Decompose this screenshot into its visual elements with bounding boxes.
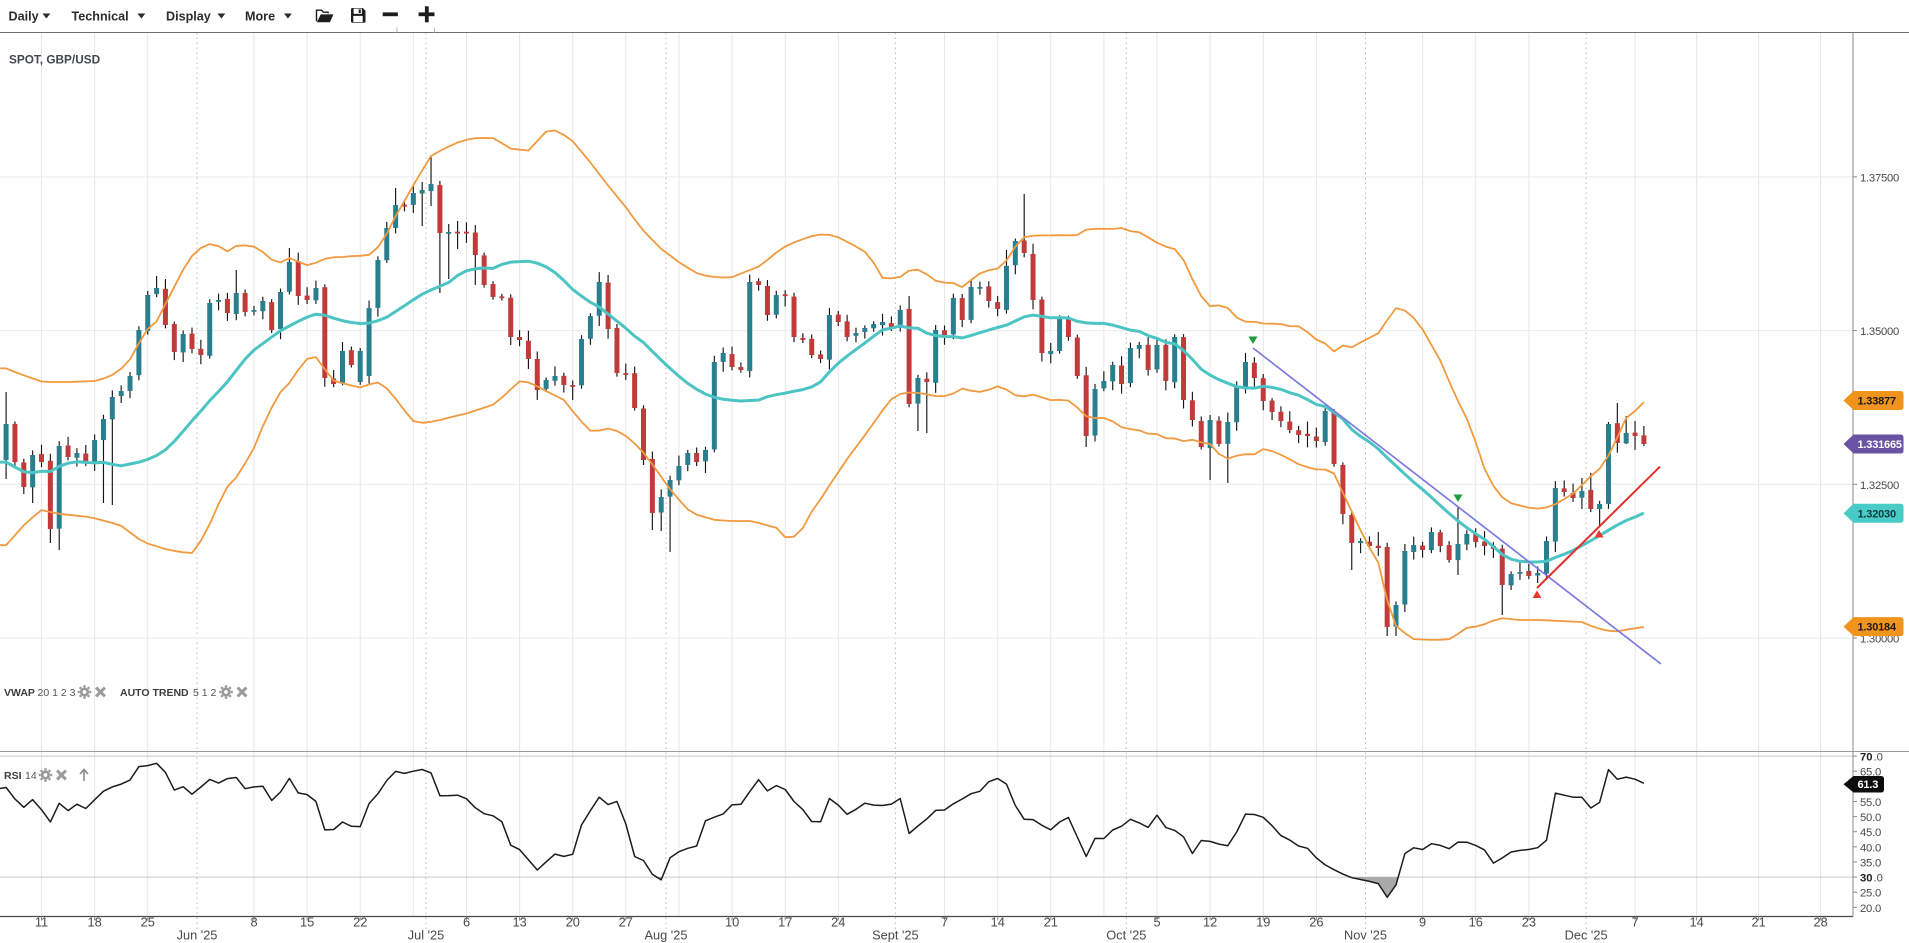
svg-text:Jul '25: Jul '25	[408, 928, 445, 943]
svg-text:Jun '25: Jun '25	[177, 928, 218, 943]
svg-text:40.0: 40.0	[1860, 842, 1881, 854]
svg-text:1.30000: 1.30000	[1860, 634, 1899, 646]
svg-text:12: 12	[1203, 915, 1217, 930]
svg-text:24: 24	[831, 915, 845, 930]
svg-text:14: 14	[25, 770, 37, 782]
svg-text:25: 25	[141, 915, 155, 930]
svg-text:22: 22	[353, 915, 367, 930]
svg-text:14: 14	[991, 915, 1005, 930]
svg-text:Technical: Technical	[72, 10, 129, 24]
svg-text:16: 16	[1469, 915, 1483, 930]
svg-text:21: 21	[1751, 915, 1765, 930]
svg-text:45.0: 45.0	[1860, 827, 1881, 839]
svg-text:1.30184: 1.30184	[1858, 622, 1897, 634]
svg-text:18: 18	[87, 915, 101, 930]
svg-text:1.331665: 1.331665	[1858, 439, 1902, 451]
svg-text:VWAP: VWAP	[4, 687, 35, 699]
svg-text:Display: Display	[166, 10, 211, 24]
svg-text:1.37500: 1.37500	[1860, 172, 1899, 184]
svg-text:6: 6	[463, 915, 470, 930]
svg-text:21: 21	[1044, 915, 1058, 930]
svg-text:20.0: 20.0	[1860, 903, 1881, 915]
svg-text:15: 15	[300, 915, 314, 930]
svg-text:30: 30	[1860, 873, 1873, 885]
svg-text:RSI: RSI	[4, 770, 22, 782]
svg-text:5 1 2: 5 1 2	[193, 687, 217, 699]
svg-text:27: 27	[619, 915, 633, 930]
svg-text:1.35000: 1.35000	[1860, 326, 1899, 338]
svg-text:50.0: 50.0	[1860, 812, 1881, 824]
svg-text:55.0: 55.0	[1860, 797, 1881, 809]
svg-text:1.32500: 1.32500	[1860, 480, 1899, 492]
svg-text:Aug '25: Aug '25	[644, 928, 687, 943]
svg-text:13: 13	[512, 915, 526, 930]
svg-text:Oct '25: Oct '25	[1106, 928, 1146, 943]
svg-text:Daily: Daily	[9, 10, 39, 24]
svg-text:65.0: 65.0	[1860, 767, 1881, 779]
svg-text:Sept '25: Sept '25	[872, 928, 919, 943]
svg-text:17: 17	[778, 915, 792, 930]
svg-text:Nov '25: Nov '25	[1344, 928, 1387, 943]
svg-text:14: 14	[1689, 915, 1703, 930]
svg-text:10: 10	[725, 915, 739, 930]
svg-text:1.33877: 1.33877	[1858, 396, 1896, 408]
svg-text:AUTO TREND: AUTO TREND	[120, 687, 189, 699]
svg-text:28: 28	[1813, 915, 1827, 930]
svg-text:11: 11	[35, 915, 48, 930]
svg-text:70: 70	[1860, 752, 1873, 764]
svg-text:9: 9	[1419, 915, 1426, 930]
svg-text:More: More	[245, 10, 275, 24]
svg-text:23: 23	[1522, 915, 1536, 930]
svg-text:8: 8	[250, 915, 257, 930]
svg-text:20: 20	[566, 915, 580, 930]
svg-text:7: 7	[1632, 915, 1639, 930]
svg-text:35.0: 35.0	[1860, 857, 1881, 869]
svg-text:7: 7	[941, 915, 948, 930]
svg-text:.0: .0	[1874, 873, 1883, 885]
svg-text:Dec '25: Dec '25	[1565, 928, 1608, 943]
svg-text:26: 26	[1309, 915, 1323, 930]
svg-text:SPOT, GBP/USD: SPOT, GBP/USD	[9, 53, 101, 67]
svg-text:25.0: 25.0	[1860, 888, 1881, 900]
svg-text:5: 5	[1153, 915, 1160, 930]
svg-text:19: 19	[1256, 915, 1270, 930]
svg-text:1.32030: 1.32030	[1858, 508, 1896, 520]
svg-text:.0: .0	[1874, 752, 1883, 764]
svg-text:61.3: 61.3	[1858, 779, 1879, 791]
svg-text:20 1 2 3: 20 1 2 3	[38, 687, 76, 699]
